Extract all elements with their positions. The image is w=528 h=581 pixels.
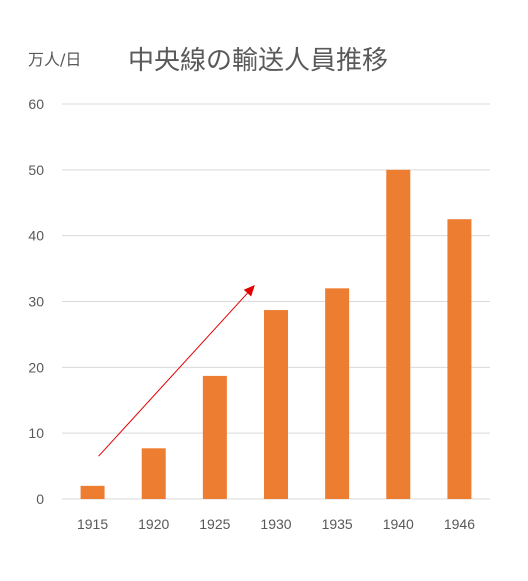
y-tick-label: 50 xyxy=(28,162,44,178)
bar xyxy=(141,448,166,499)
y-tick-label: 40 xyxy=(28,228,44,244)
bar xyxy=(264,310,288,499)
trend-arrow-line xyxy=(98,292,248,457)
chart-title: 中央線の輸送人員推移 xyxy=(128,46,389,76)
y-tick-label: 10 xyxy=(28,425,44,441)
x-tick-label: 1935 xyxy=(322,516,353,532)
bar xyxy=(325,288,350,499)
bar xyxy=(386,169,411,500)
x-tick-label: 1930 xyxy=(260,516,291,532)
unit-label: 万人/日 xyxy=(28,50,82,69)
bar xyxy=(202,375,227,499)
x-tick-label: 1946 xyxy=(444,516,475,532)
x-tick-label: 1925 xyxy=(199,516,230,532)
bar xyxy=(447,219,472,500)
y-tick-label: 20 xyxy=(28,359,44,375)
y-tick-label: 0 xyxy=(36,491,44,507)
y-tick-label: 30 xyxy=(28,294,44,310)
trend-arrow-head xyxy=(243,285,255,297)
x-tick-label: 1915 xyxy=(77,516,108,532)
x-tick-label: 1920 xyxy=(138,516,169,532)
y-tick-label: 60 xyxy=(28,96,44,112)
bar xyxy=(80,485,105,499)
x-tick-label: 1940 xyxy=(383,516,414,532)
